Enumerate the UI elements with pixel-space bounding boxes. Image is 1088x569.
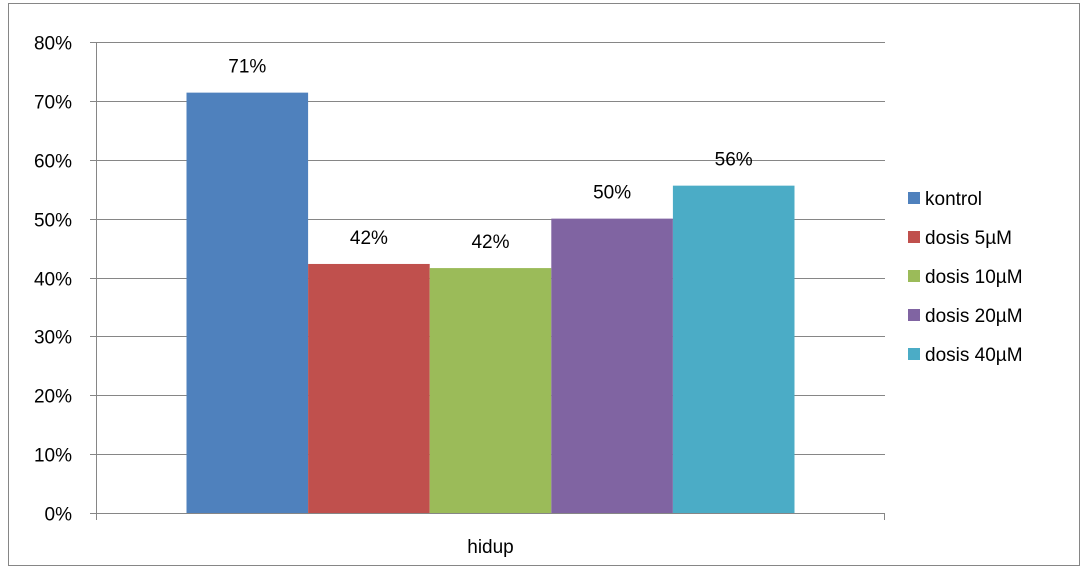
legend-swatch: [908, 231, 920, 243]
legend-label: kontrol: [925, 189, 982, 210]
y-tick-label: 70%: [34, 93, 72, 114]
legend-swatch: [908, 309, 920, 321]
legend-swatch: [908, 348, 920, 360]
bars: [186, 92, 795, 513]
x-axis-category-label: hidup: [467, 537, 514, 558]
legend-label: dosis 20µM: [925, 306, 1023, 327]
bar: [186, 92, 309, 513]
data-label: 71%: [228, 57, 266, 78]
y-tick-label: 30%: [34, 328, 72, 349]
y-tick-label: 10%: [34, 446, 72, 467]
data-label: 50%: [593, 183, 631, 204]
legend-label: dosis 40µM: [925, 345, 1023, 366]
y-tick-label: 40%: [34, 270, 72, 291]
y-tick-label: 50%: [34, 211, 72, 232]
y-axis-tick-labels: 0% 10% 20% 30% 40% 50% 60% 70% 80%: [34, 34, 72, 526]
y-tick-label: 60%: [34, 152, 72, 173]
bar: [429, 268, 552, 513]
data-label: 42%: [471, 232, 509, 253]
legend-swatch: [908, 192, 920, 204]
bar: [551, 218, 673, 513]
bar: [672, 185, 795, 513]
y-tick-label: 20%: [34, 387, 72, 408]
y-tick-label: 80%: [34, 34, 72, 55]
bar: [308, 263, 430, 513]
data-labels: 71% 42% 42% 50% 56%: [228, 57, 753, 253]
legend-swatch: [908, 270, 920, 282]
data-label: 56%: [715, 150, 753, 171]
y-tick-label: 0%: [45, 505, 73, 526]
legend-label: dosis 5µM: [925, 228, 1012, 249]
data-label: 42%: [350, 228, 388, 249]
legend-label: dosis 10µM: [925, 267, 1023, 288]
legend: kontrol dosis 5µM dosis 10µM dosis 20µM dosi…: [908, 189, 1023, 366]
